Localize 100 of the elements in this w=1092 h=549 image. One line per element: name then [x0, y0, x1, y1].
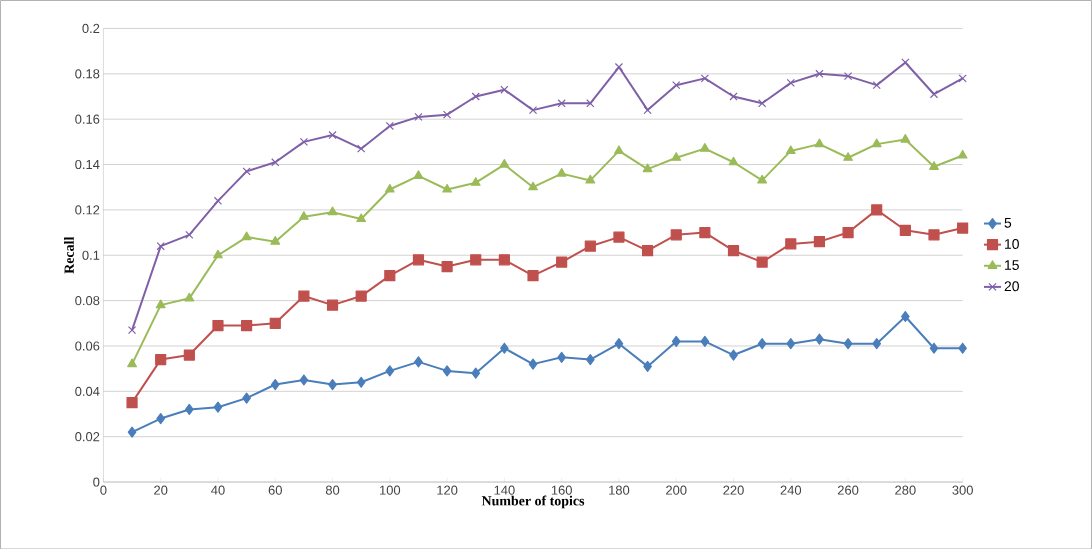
point — [586, 98, 595, 108]
point — [271, 157, 280, 167]
point — [929, 342, 939, 354]
point — [585, 174, 596, 184]
point — [901, 58, 910, 67]
point — [413, 170, 424, 179]
y-axis-title: Recall — [64, 236, 74, 274]
point — [127, 426, 137, 438]
point — [241, 231, 252, 240]
point — [213, 401, 223, 413]
point — [442, 365, 452, 377]
point — [270, 378, 280, 390]
y-tick-label: 0.04 — [75, 386, 100, 396]
point — [298, 290, 310, 302]
point — [414, 356, 423, 368]
point — [757, 174, 768, 184]
point — [242, 392, 251, 404]
point — [614, 337, 624, 350]
point — [470, 253, 482, 266]
point — [729, 349, 738, 361]
point — [185, 230, 194, 239]
x-tick-label: 40 — [211, 485, 225, 495]
point — [670, 229, 682, 241]
point — [699, 226, 711, 238]
x-tick-label: 80 — [325, 485, 340, 495]
point — [355, 290, 367, 302]
point — [183, 349, 195, 361]
point — [958, 342, 967, 354]
point — [127, 358, 137, 367]
point — [786, 78, 795, 87]
x-tick-label: 180 — [609, 485, 630, 495]
point — [557, 98, 566, 108]
point — [557, 351, 567, 363]
point — [356, 213, 367, 222]
point — [528, 181, 538, 191]
point — [299, 137, 309, 146]
point — [899, 224, 911, 236]
point — [785, 145, 796, 154]
x-tick-label: 240 — [780, 485, 802, 495]
point — [958, 73, 967, 83]
x-tick-label: 120 — [437, 485, 458, 495]
y-tick-label: 0.18 — [75, 69, 100, 79]
point — [785, 238, 797, 250]
y-tick-label: 0.06 — [75, 341, 100, 351]
point — [642, 163, 653, 172]
point — [442, 110, 452, 119]
point — [928, 229, 940, 241]
point — [384, 183, 395, 193]
x-tick-label: 200 — [666, 485, 687, 495]
point — [299, 374, 309, 386]
point — [414, 112, 423, 121]
point — [727, 244, 740, 257]
point — [929, 89, 939, 99]
point — [184, 403, 194, 415]
legend-label: 10 — [1005, 238, 1019, 249]
point — [814, 138, 825, 147]
x-tick-label: 220 — [723, 485, 744, 495]
point — [270, 235, 281, 245]
point — [699, 142, 710, 152]
legend-label: 5 — [1004, 217, 1012, 228]
point — [126, 396, 138, 409]
point — [585, 353, 595, 365]
x-tick-label: 140 — [494, 485, 515, 495]
point — [671, 151, 682, 161]
point — [643, 105, 652, 114]
point — [528, 358, 538, 370]
point — [872, 337, 882, 350]
x-tick-label: 160 — [551, 485, 572, 495]
point — [815, 69, 824, 78]
point — [614, 145, 624, 154]
point — [155, 353, 167, 365]
point — [384, 269, 396, 282]
point — [155, 299, 166, 309]
point — [269, 317, 281, 329]
point — [700, 73, 709, 83]
point — [385, 121, 394, 130]
legend-label: 15 — [1005, 260, 1019, 270]
point — [500, 342, 509, 354]
point — [242, 166, 251, 176]
point — [813, 235, 826, 248]
point — [500, 85, 509, 94]
point — [498, 253, 510, 266]
point — [184, 292, 195, 302]
point — [842, 226, 854, 238]
point — [871, 138, 882, 147]
point — [212, 319, 224, 331]
x-tick-label: 60 — [268, 485, 282, 495]
x-tick-label: 20 — [154, 485, 168, 495]
y-tick-label: 0.02 — [75, 431, 100, 442]
point — [901, 310, 910, 322]
point — [758, 98, 767, 108]
y-tick-label: 0.2 — [82, 23, 100, 33]
point — [471, 367, 481, 379]
point — [700, 335, 710, 347]
point — [900, 133, 911, 143]
point — [127, 325, 137, 334]
y-tick-label: 0.12 — [75, 205, 100, 215]
point — [528, 105, 538, 114]
point — [556, 256, 568, 268]
point — [412, 253, 425, 266]
